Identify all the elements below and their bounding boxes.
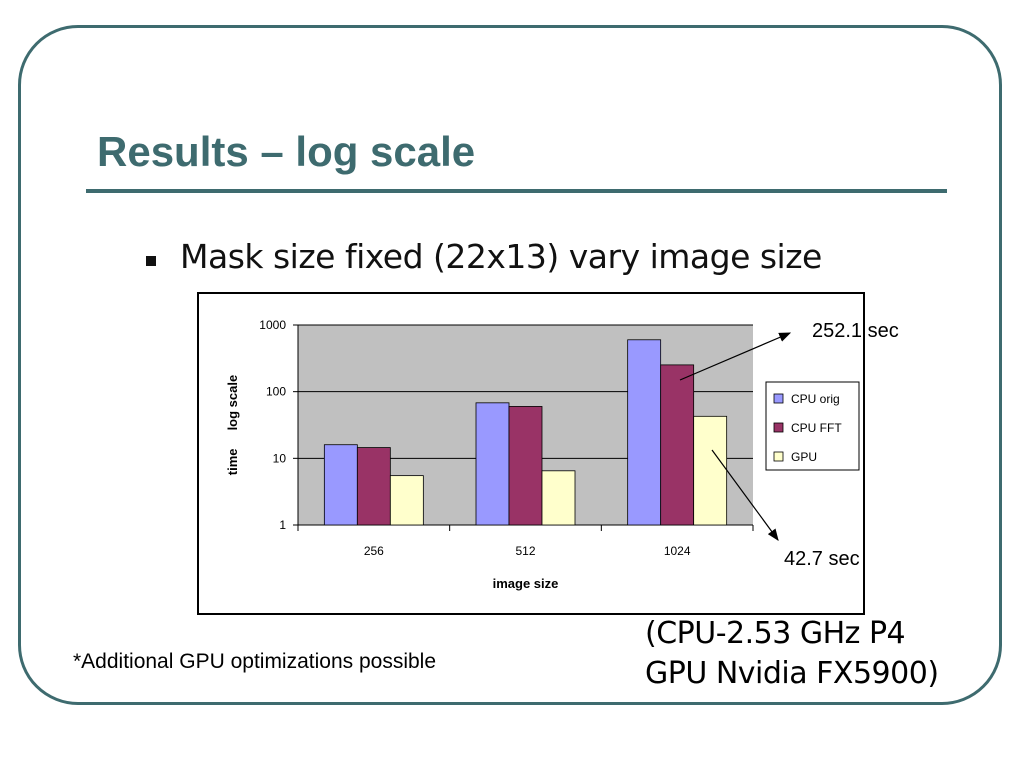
bar bbox=[389, 475, 424, 526]
y-tick-label: 1000 bbox=[259, 318, 286, 332]
callout-arrow-bottom bbox=[711, 449, 779, 541]
x-tick-label: 512 bbox=[515, 544, 535, 558]
bullet-text: Mask size fixed (22x13) vary image size bbox=[180, 237, 822, 276]
bar bbox=[508, 406, 543, 526]
bar bbox=[660, 364, 695, 526]
bar bbox=[693, 415, 728, 526]
title-underline bbox=[86, 189, 947, 193]
y-tick-label: 10 bbox=[273, 451, 287, 465]
legend-label: GPU bbox=[791, 450, 817, 464]
bar bbox=[475, 402, 510, 526]
spec-line-1: (CPU-2.53 GHz P4 bbox=[645, 616, 906, 651]
bar bbox=[356, 447, 391, 526]
slide-frame bbox=[18, 25, 1002, 705]
x-axis-title: image size bbox=[493, 576, 559, 591]
y-axis-title: time log scale bbox=[225, 375, 240, 475]
bar bbox=[627, 339, 662, 526]
x-tick-label: 256 bbox=[364, 544, 384, 558]
footnote: *Additional GPU optimizations possible bbox=[73, 650, 437, 673]
legend-swatch bbox=[773, 393, 784, 404]
spec-line-2: GPU Nvidia FX5900) bbox=[645, 656, 939, 691]
bar bbox=[323, 444, 358, 526]
legend-swatch bbox=[773, 422, 784, 433]
x-tick-label: 1024 bbox=[664, 544, 691, 558]
callout-top-label: 252.1 sec bbox=[812, 320, 899, 342]
bullet-square-icon bbox=[146, 256, 156, 266]
y-tick-label: 100 bbox=[266, 385, 286, 399]
slide-title: Results – log scale bbox=[97, 128, 476, 175]
y-tick-label: 1 bbox=[279, 518, 286, 532]
legend-label: CPU orig bbox=[791, 392, 840, 406]
bar bbox=[541, 470, 576, 526]
legend-swatch bbox=[773, 451, 784, 462]
bar-chart: 1 10 100 1000 256 512 1024 image size time log s… bbox=[225, 318, 860, 591]
callout-arrow-top bbox=[679, 332, 792, 381]
callout-bottom-label: 42.7 sec bbox=[784, 548, 860, 570]
legend-label: CPU FFT bbox=[791, 421, 842, 435]
